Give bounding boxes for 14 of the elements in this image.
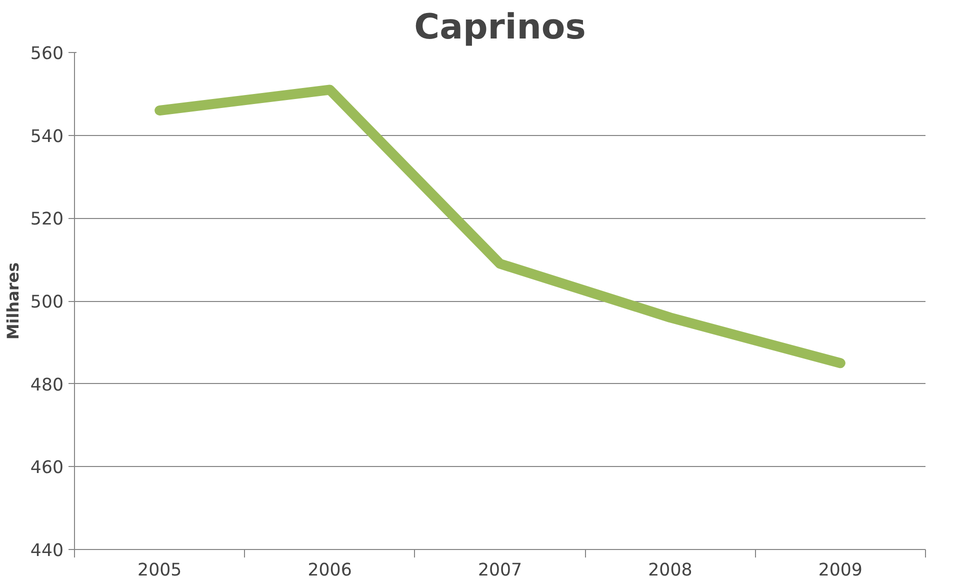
y-tick-label: 460 <box>30 458 64 478</box>
x-tick-label: 2008 <box>648 560 692 580</box>
chart-title: Caprinos <box>414 8 586 48</box>
y-axis-title: Milhares <box>3 262 22 340</box>
y-tick-label: 520 <box>30 210 64 230</box>
y-tick-label: 500 <box>30 292 64 312</box>
y-tick-label: 440 <box>30 541 64 561</box>
y-tick-label: 480 <box>30 375 64 396</box>
x-tick-label: 2007 <box>478 560 522 580</box>
x-tick-label: 2005 <box>138 560 182 580</box>
x-tick-label: 2009 <box>818 560 862 580</box>
y-tick-label: 560 <box>30 44 64 64</box>
x-tick-label: 2006 <box>308 560 352 580</box>
y-tick-label: 540 <box>30 126 64 147</box>
